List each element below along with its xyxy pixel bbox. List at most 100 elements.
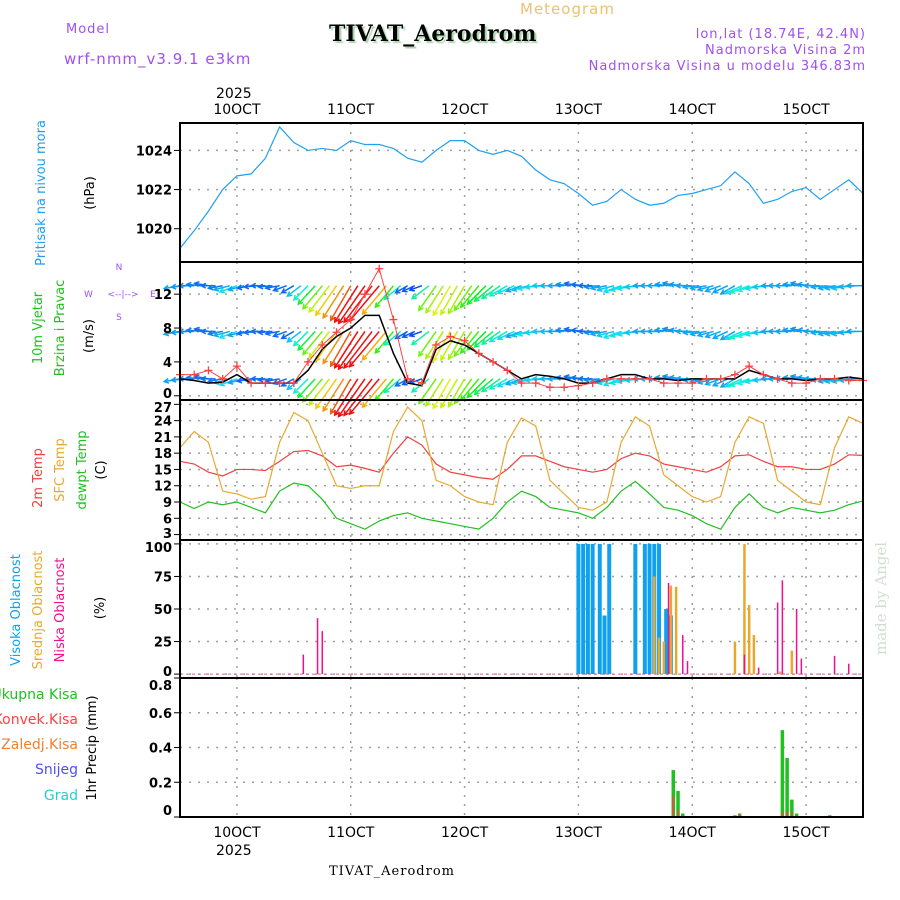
wind-arrow-head (523, 329, 531, 336)
wind-arrow (453, 330, 473, 357)
gust-marker (659, 379, 668, 388)
low-cloud-bar (781, 580, 784, 675)
wind-arrow (302, 285, 323, 310)
rain-bar (785, 757, 789, 817)
gust-marker (816, 374, 825, 383)
wind-arrow (556, 283, 572, 287)
x-tick-label-top: 12OCT (441, 102, 489, 118)
gust-marker (560, 383, 569, 392)
low-cloud-bar (833, 655, 836, 675)
wind-arrow-head (724, 334, 731, 341)
low-cloud-bar (743, 654, 746, 675)
gust-marker (588, 379, 597, 388)
wind-arrow-head (752, 329, 759, 336)
wind-arrow-head (329, 315, 336, 322)
wind-arrow-head (516, 285, 523, 292)
wind-arrow-head (286, 384, 293, 391)
wind-arrow-head (292, 387, 299, 395)
mid-cloud-label: Srednja Oblacnost (31, 551, 46, 670)
wind-arrow-head (473, 389, 480, 396)
wind-arrow-head (297, 299, 304, 306)
gust-marker (332, 328, 341, 337)
wind-arrow-head (789, 373, 797, 380)
wind-arrow (418, 285, 437, 311)
wind-arrow-head (418, 305, 424, 312)
compass-n: N (116, 263, 123, 273)
rain-bar (671, 770, 676, 817)
convective-rain-bar (781, 811, 784, 817)
wind-arrow-head (577, 282, 584, 289)
wind-arrow-head (516, 330, 523, 337)
mid-cloud-bar (662, 641, 666, 675)
wind-arrow-head (302, 303, 308, 310)
wind-arrow-head (162, 284, 170, 291)
wind-arrow-head (193, 280, 200, 287)
wind-arrow-head (383, 339, 390, 346)
wind-arrow (481, 285, 501, 299)
wind-arrow (447, 285, 466, 314)
wind-arrow-head (440, 402, 446, 409)
wind-arrow-head (343, 410, 349, 417)
wind-arrow-head (823, 377, 831, 384)
wind-arrow (334, 285, 359, 323)
wind-arrow-head (760, 328, 767, 335)
wind-arrow (697, 284, 714, 291)
wind-arrow-head (466, 392, 473, 399)
wind-arrow-head (361, 402, 368, 409)
wind-arrow-head (218, 287, 226, 294)
panel-frame (179, 539, 864, 679)
y-tick-label: 18 (154, 447, 172, 462)
y-tick-label: 6 (163, 512, 172, 527)
wind-arrow-head (504, 286, 512, 293)
wind-arrow-head (459, 347, 466, 355)
wind-arrow-head (570, 281, 577, 288)
wind-arrow-head (711, 287, 719, 294)
rain-bar (780, 730, 785, 817)
wind-arrow (228, 378, 245, 384)
wind-arrow-head (653, 281, 661, 288)
wind-arrow-head (337, 364, 344, 371)
wind-arrow-head (719, 334, 727, 341)
gust-marker (489, 357, 498, 366)
wind-arrow-head (361, 354, 368, 361)
gust-marker (289, 379, 298, 388)
footer-station: TIVAT_Aerodrom (329, 864, 455, 879)
gust-marker (275, 379, 284, 388)
y-tick-label: 9 (163, 496, 172, 511)
gust-marker (602, 374, 611, 383)
wind-arrow (281, 285, 295, 294)
x-tick-label-bottom: 13OCT (555, 825, 603, 841)
x-tick-label-bottom: 11OCT (327, 825, 375, 841)
wind-arrow-head (480, 293, 488, 300)
wind-arrow (219, 378, 238, 386)
wind-arrow-head (623, 329, 631, 336)
wind-arrow-head (447, 308, 454, 315)
rain-label: Ukupna Kisa (0, 687, 78, 703)
wind-arrow-head (602, 333, 610, 340)
wind-arrow (265, 330, 280, 335)
wind-arrow-head (206, 330, 214, 337)
wind-arrow-head (440, 309, 446, 316)
wind-arrow-head (272, 286, 279, 292)
mid-cloud-bar (743, 543, 746, 675)
wind-arrow-head (538, 375, 546, 382)
wind-arrow (697, 330, 714, 337)
wind-arrow (349, 330, 380, 368)
wind-arrow-head (661, 373, 669, 380)
wind-arrow (690, 330, 707, 335)
high-cloud-bar (581, 543, 586, 675)
gust-marker (759, 370, 768, 379)
wind-arrow (481, 378, 501, 393)
wind-arrow (219, 285, 238, 293)
wind-arrow-head (394, 381, 401, 387)
wind-arrow-head (523, 283, 531, 290)
wind-arrow (497, 378, 515, 388)
wind-arrow-head (374, 347, 381, 355)
wind-arrow-head (242, 329, 250, 336)
wind-arrow-head (453, 305, 460, 312)
wind-arrow-head (668, 327, 675, 334)
wind-arrow (330, 285, 352, 321)
wind-arrow-head (583, 283, 590, 290)
